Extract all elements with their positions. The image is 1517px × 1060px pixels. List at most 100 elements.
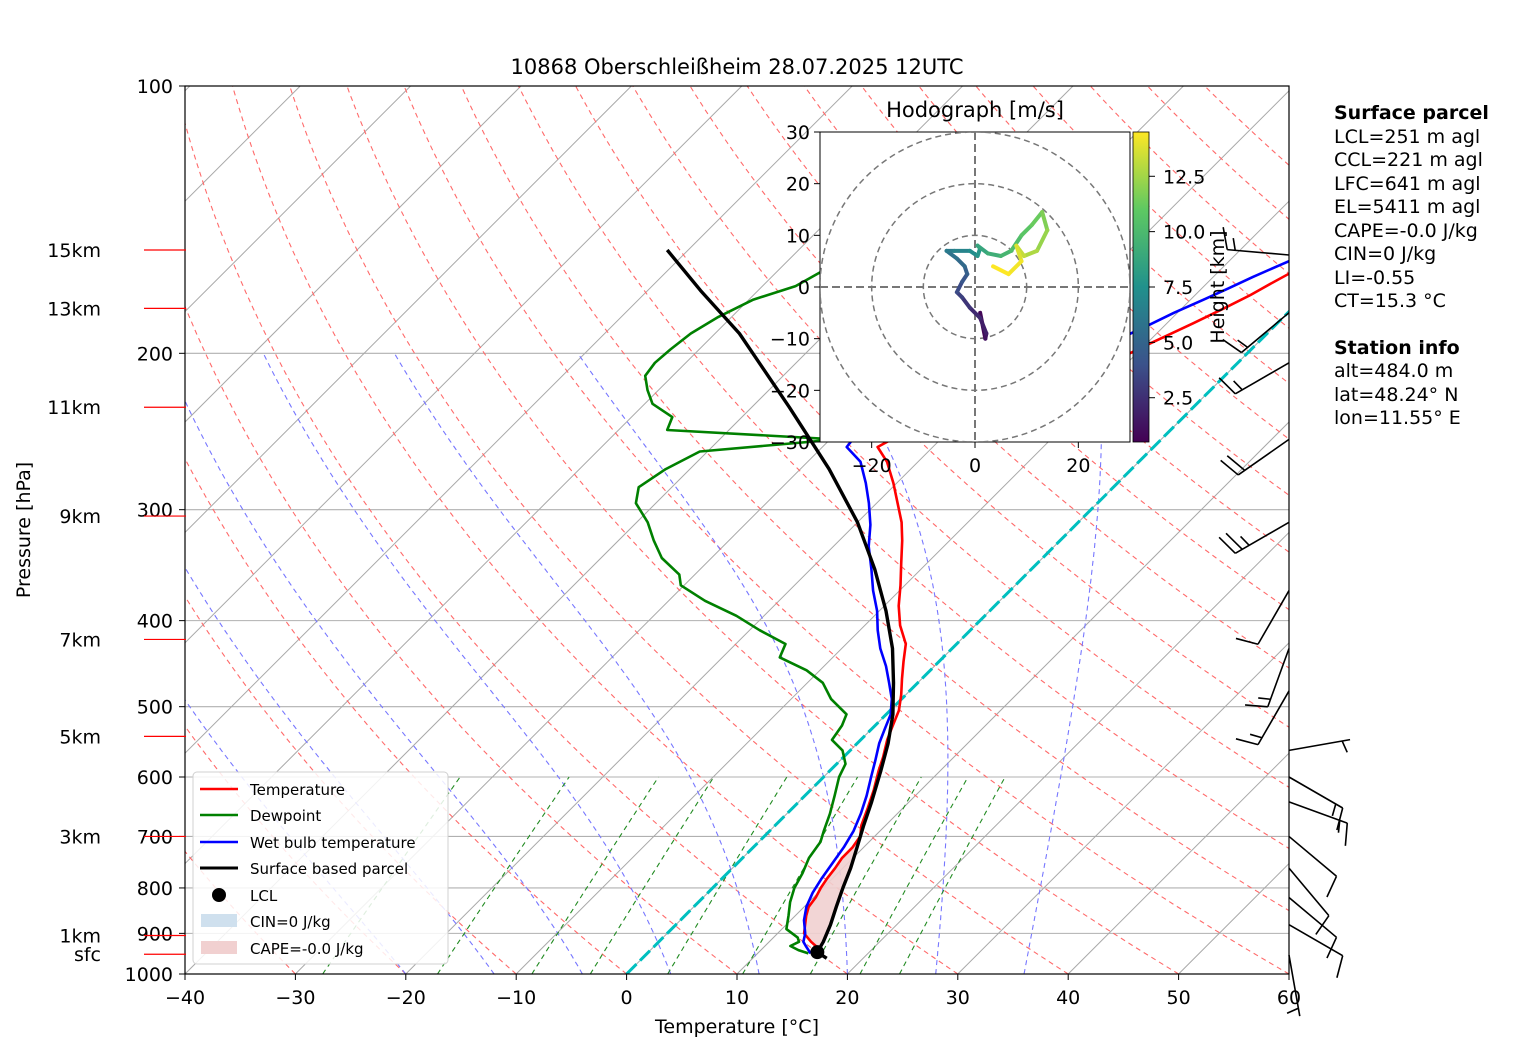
x-tick-label: −10 (496, 987, 536, 1009)
wind-barb-flag (1218, 377, 1236, 395)
hodograph-y-tick-label: −30 (770, 432, 810, 454)
height-label: 3km (59, 826, 101, 848)
wind-barb-flag (1336, 955, 1344, 978)
y-tick-label: 800 (137, 878, 173, 900)
hodograph-trace-segment (1019, 223, 1034, 238)
wind-barb-staff (1267, 648, 1290, 708)
moist-adiabat (1023, 353, 1103, 974)
y-tick-label: 600 (137, 767, 173, 789)
wind-barb-staff (1288, 954, 1301, 1017)
wind-barb-half-flag (1258, 697, 1271, 701)
wind-barb-flag (1326, 936, 1338, 959)
isotherm (185, 86, 632, 534)
wind-barb-flag (1326, 875, 1338, 898)
wind-barb (1288, 738, 1351, 753)
legend-label-dewpoint: Dewpoint (250, 807, 321, 825)
isotherm (185, 86, 411, 313)
legend-patch-cape (201, 941, 237, 954)
y-tick-label: 300 (137, 500, 173, 522)
wind-barb (1288, 835, 1338, 898)
hodograph-trace-segment (985, 251, 1003, 258)
hodograph-x-tick-label: 20 (1066, 455, 1090, 477)
wind-barb-flag (1235, 637, 1259, 646)
x-axis-label: Temperature [°C] (654, 1016, 819, 1038)
wind-barb (1235, 690, 1290, 746)
lcl-marker (810, 945, 825, 960)
hodograph-plot (820, 132, 1130, 442)
y-tick-label: 700 (137, 826, 173, 848)
zero-isotherm (625, 309, 1289, 974)
wind-barb-flag (1245, 704, 1268, 708)
isotherm (1067, 752, 1289, 974)
isotherm (847, 531, 1289, 974)
wind-barb (1220, 438, 1290, 476)
legend-label-cape: CAPE=-0.0 J/kg (250, 940, 364, 958)
wind-barb-staff (1234, 521, 1290, 555)
hodograph-trace-segment (1029, 210, 1045, 227)
wind-barb (1288, 924, 1344, 978)
wind-barb-staff (1227, 248, 1290, 256)
colorbar-tick-label: 5.0 (1163, 332, 1193, 354)
wind-barb-flag (1336, 807, 1344, 831)
wind-barb-flag (1222, 227, 1229, 250)
isotherm (957, 642, 1289, 974)
height-label: 11km (47, 397, 101, 419)
station-lon: lon=11.55° E (1334, 407, 1461, 429)
hodograph-trace-segment (991, 264, 1011, 277)
x-tick-label: 30 (946, 987, 970, 1009)
dry-adiabat (403, 86, 1289, 974)
y-tick-label: 200 (137, 343, 173, 365)
wind-barb-staff (1240, 312, 1290, 354)
mixing-ratio-line (437, 776, 570, 974)
info-panel: Surface parcel LCL=251 m agl CCL=221 m a… (1334, 102, 1489, 431)
height-label: 5km (59, 726, 101, 748)
surface-li: LI=-0.55 (1334, 266, 1416, 289)
wind-barb-staff (1257, 690, 1290, 746)
height-label: 9km (59, 506, 101, 528)
wind-barb-flag (1225, 532, 1243, 550)
wind-barb-staff (1288, 867, 1330, 917)
colorbar-tick-label: 2.5 (1163, 388, 1193, 410)
height-label: 7km (59, 629, 101, 651)
wind-barb-staff (1257, 590, 1290, 645)
hodograph-trace-segment (1006, 259, 1024, 277)
mixing-ratio-line (859, 776, 969, 974)
hodograph-trace-segment (1035, 228, 1050, 253)
wind-barb-flag (1344, 823, 1349, 846)
hodograph-trace-segment (978, 316, 989, 336)
hodograph: Hodograph [m/s] −20 0 20 −30 −20 −10 0 10 20 30 2.… (770, 98, 1229, 477)
mixing-ratio-line (742, 776, 859, 974)
y-tick-label: 900 (137, 923, 173, 945)
axes: −40 −30 −20 −10 0 10 20 30 40 50 60100200300400500… (47, 76, 1301, 1009)
surface-parcel-heading: Surface parcel (1334, 102, 1489, 124)
mixing-ratio-line (589, 776, 715, 974)
x-tick-label: 20 (835, 987, 859, 1009)
station-info-heading: Station info (1334, 336, 1460, 359)
isotherm (185, 86, 853, 754)
dewpoint-line (634, 222, 958, 955)
wind-barb (1288, 896, 1338, 959)
wind-barb-staff (1237, 438, 1290, 476)
colorbar-tick-label: 10.0 (1163, 222, 1205, 244)
legend-marker-lcl (212, 888, 226, 902)
wind-barb-flag (1315, 915, 1330, 935)
hodograph-trace-segment (1014, 243, 1024, 264)
wind-barb-staff (1288, 776, 1344, 809)
dry-adiabat (460, 86, 1289, 912)
x-tick-label: 50 (1167, 987, 1191, 1009)
hodograph-y-tick-label: −10 (770, 329, 810, 351)
wind-barb-half-flag (1331, 803, 1337, 817)
wind-barb-half-flag (1237, 339, 1249, 349)
y-tick-label: 500 (137, 697, 173, 719)
y-axis-label: Pressure [hPa] (13, 462, 35, 598)
mixing-ratio-line (667, 776, 788, 974)
wind-barb (1286, 954, 1301, 1017)
height-label: sfc (74, 944, 101, 966)
legend-label-parcel: Surface based parcel (250, 860, 408, 878)
wind-barb (1222, 312, 1290, 354)
wind-barb-half-flag (1249, 733, 1263, 739)
isotherm (185, 86, 522, 423)
wind-barb-half-flag (1232, 237, 1236, 251)
dry-adiabat (346, 86, 1179, 974)
